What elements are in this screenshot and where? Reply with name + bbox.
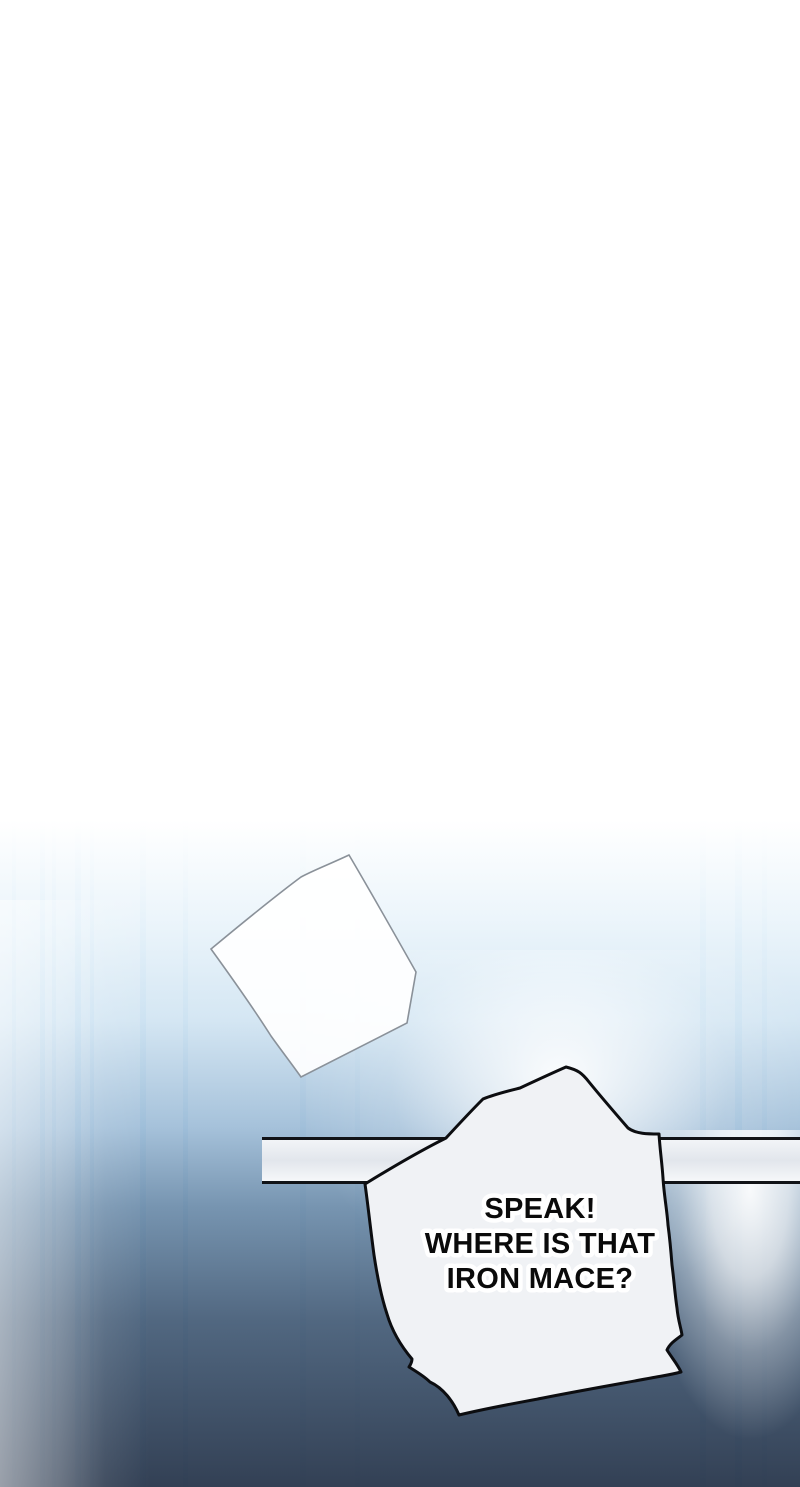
svg-text:IRON MACE?: IRON MACE? bbox=[447, 1263, 634, 1295]
svg-text:SPEAK!: SPEAK! bbox=[484, 1193, 595, 1225]
svg-text:WHERE IS THAT: WHERE IS THAT bbox=[425, 1228, 656, 1260]
